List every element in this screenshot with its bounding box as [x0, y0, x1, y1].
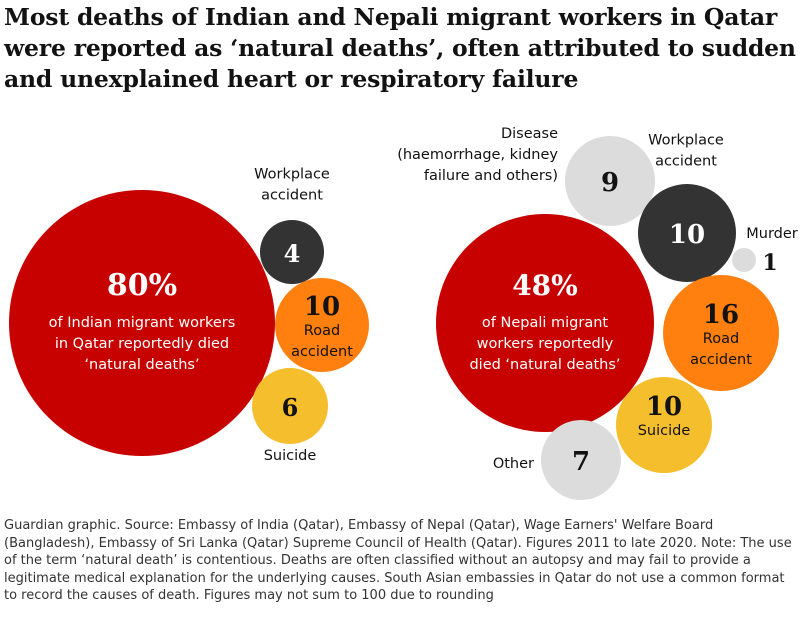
india-workplace-accident-label: accident: [261, 188, 323, 204]
nepal-workplace-accident-value: 10: [669, 220, 705, 250]
india-natural-deaths-caption: ‘natural deaths’: [84, 357, 199, 373]
india-natural-deaths-caption: of Indian migrant workers: [49, 315, 236, 331]
nepal-road-accident-value: 16: [703, 300, 739, 330]
nepal-other-label: Other: [493, 456, 534, 472]
nepal-road-accident-label: Road: [703, 331, 739, 347]
india-road-accident-label: accident: [291, 344, 353, 360]
nepal-natural-deaths-caption: of Nepali migrant: [482, 315, 609, 331]
nepal-road-accident-bubble: [663, 275, 779, 391]
india-natural-deaths-caption: in Qatar reportedly died: [55, 336, 229, 352]
india-road-accident-value: 10: [304, 292, 340, 322]
india-road-accident-bubble: [275, 278, 369, 372]
india-bubble-group: 80% of Indian migrant workers in Qatar rep…: [9, 167, 369, 464]
bubble-chart: 80% of Indian migrant workers in Qatar rep…: [9, 126, 798, 500]
nepal-workplace-accident-bubble: [638, 184, 736, 282]
india-workplace-accident-value: 4: [284, 239, 301, 268]
nepal-suicide-label: Suicide: [638, 423, 691, 439]
nepal-other-value: 7: [572, 447, 590, 477]
nepal-murder-label: Murder: [746, 226, 798, 242]
nepal-suicide-value: 10: [646, 392, 682, 422]
nepal-disease-label: failure and others): [424, 168, 558, 184]
chart-title: Most deaths of Indian and Nepali migrant…: [4, 3, 796, 93]
nepal-disease-bubble: [565, 136, 655, 226]
nepal-workplace-accident-label: accident: [655, 154, 717, 170]
nepal-bubble-group: 48% of Nepali migrant workers reportedly di…: [397, 126, 798, 500]
india-road-accident-label: Road: [304, 323, 340, 339]
india-suicide-value: 6: [282, 393, 299, 422]
india-suicide-bubble: [252, 368, 328, 444]
nepal-natural-deaths-bubble: [436, 214, 654, 432]
nepal-disease-value: 9: [601, 168, 619, 198]
nepal-natural-deaths-caption: workers reportedly: [477, 336, 614, 352]
india-natural-deaths-bubble: [9, 190, 275, 456]
india-workplace-accident-bubble: [260, 220, 324, 284]
nepal-disease-label: (haemorrhage, kidney: [397, 147, 558, 163]
india-suicide-label: Suicide: [264, 448, 317, 464]
nepal-disease-label: Disease: [501, 126, 558, 142]
nepal-natural-deaths-caption: died ‘natural deaths’: [469, 357, 620, 373]
nepal-suicide-bubble: [616, 377, 712, 473]
source-note: Guardian graphic. Source: Embassy of Ind…: [4, 518, 792, 603]
nepal-murder-bubble: [732, 248, 756, 272]
nepal-workplace-accident-label: Workplace: [648, 133, 724, 149]
nepal-other-bubble: [541, 420, 621, 500]
nepal-natural-deaths-value: 48%: [512, 269, 578, 302]
nepal-road-accident-label: accident: [690, 352, 752, 368]
india-natural-deaths-value: 80%: [107, 268, 177, 303]
nepal-murder-value: 1: [762, 250, 777, 276]
india-workplace-accident-label: Workplace: [254, 167, 330, 183]
